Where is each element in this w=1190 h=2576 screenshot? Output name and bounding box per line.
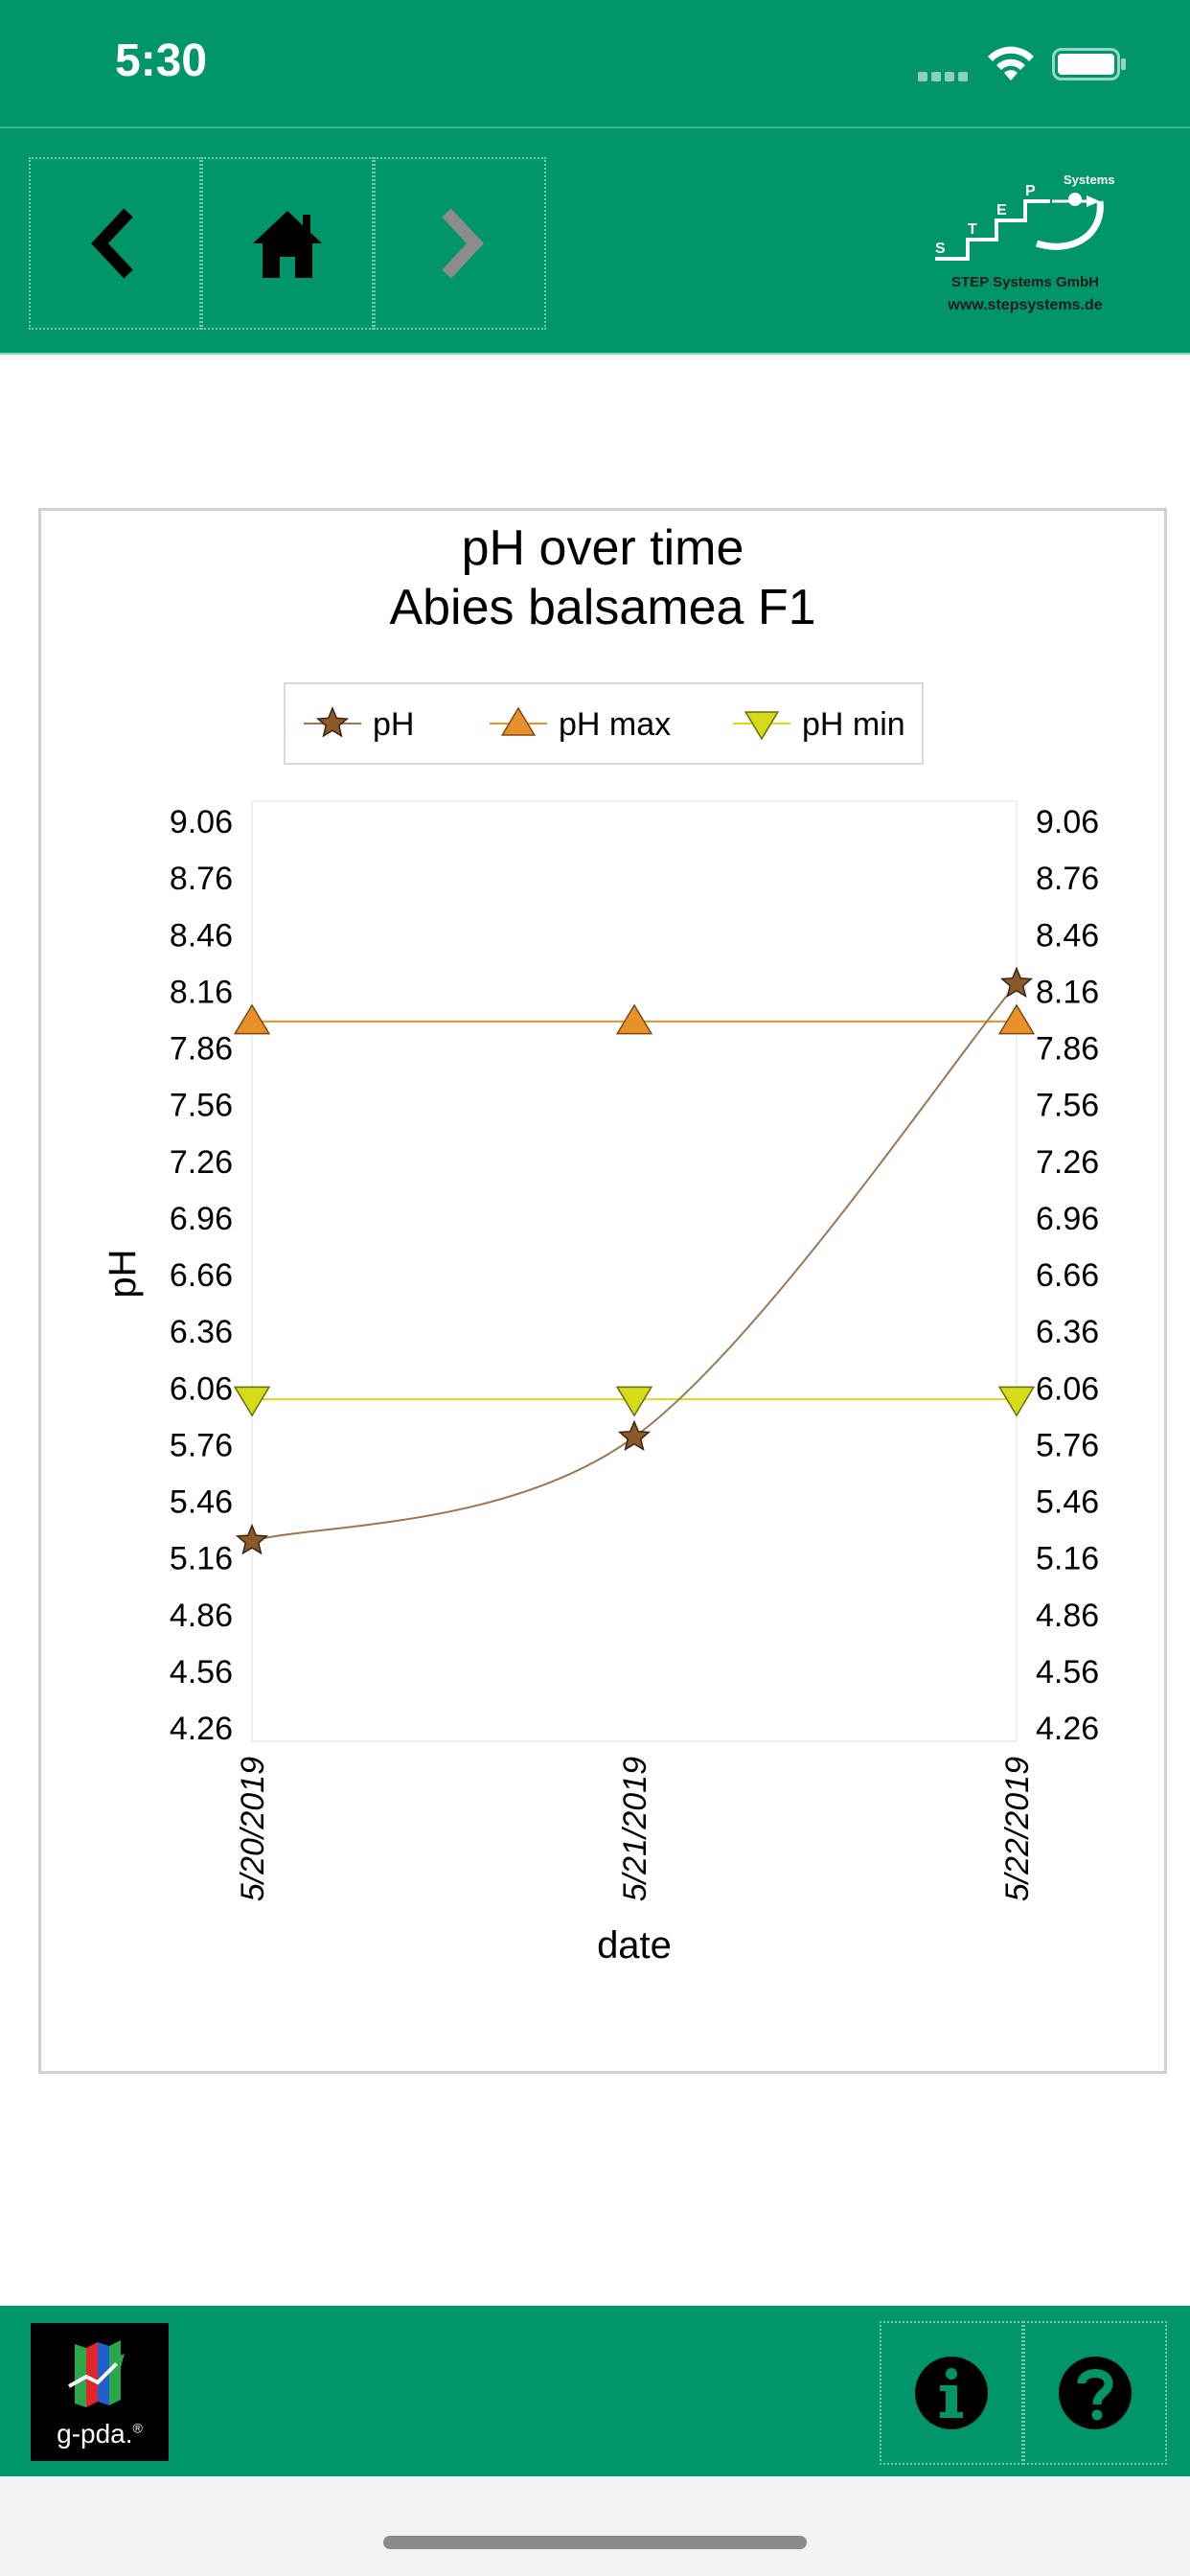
y-tick-label-right: 7.26 bbox=[1036, 1144, 1099, 1181]
data-point-ph-min bbox=[233, 1386, 271, 1417]
status-bar: 5:30 bbox=[0, 0, 1190, 126]
data-point-ph-min bbox=[997, 1386, 1036, 1417]
x-axis-label: date bbox=[597, 1924, 672, 1966]
step-logo-graphic: S T E P Systems bbox=[935, 172, 1114, 261]
legend-marker bbox=[500, 706, 537, 736]
y-tick-label-right: 4.86 bbox=[1036, 1598, 1099, 1634]
chart-subtitle: Abies balsamea F1 bbox=[389, 580, 815, 635]
logo-company-name: STEP Systems GmbH bbox=[951, 274, 1099, 290]
y-tick-label-left: 5.16 bbox=[170, 1541, 233, 1577]
svg-text:E: E bbox=[996, 202, 1007, 218]
y-tick-label-left: 4.56 bbox=[170, 1654, 233, 1690]
x-tick-label: 5/22/2019 bbox=[999, 1757, 1036, 1901]
chart-legend: pH pH max pH min bbox=[284, 682, 924, 765]
y-tick-label-left: 7.56 bbox=[170, 1088, 233, 1124]
chevron-right-icon bbox=[442, 208, 484, 279]
gpda-app-logo[interactable]: g-pda.® bbox=[31, 2323, 169, 2461]
y-tick-label-left: 4.86 bbox=[170, 1598, 233, 1634]
y-tick-label-left: 7.26 bbox=[170, 1144, 233, 1181]
info-icon bbox=[915, 2357, 988, 2429]
y-tick-label-left: 8.16 bbox=[170, 974, 233, 1010]
data-point-ph bbox=[999, 966, 1034, 998]
series-line-ph bbox=[251, 982, 1018, 1542]
y-tick-label-left: 8.76 bbox=[170, 861, 233, 897]
home-indicator-area bbox=[0, 2476, 1190, 2576]
svg-text:T: T bbox=[968, 221, 977, 238]
y-tick-label-right: 9.06 bbox=[1036, 804, 1099, 840]
content-area: pH over time Abies balsamea F1 pH pH max p… bbox=[0, 356, 1190, 2306]
x-tick-label: 5/21/2019 bbox=[617, 1757, 653, 1901]
cellular-signal-icon bbox=[918, 69, 972, 86]
y-tick-label-left: 8.46 bbox=[170, 917, 233, 954]
back-button[interactable] bbox=[29, 157, 201, 330]
data-point-ph bbox=[617, 1419, 652, 1451]
y-tick-label-left: 6.06 bbox=[170, 1370, 233, 1407]
y-tick-label-right: 5.16 bbox=[1036, 1541, 1099, 1577]
y-tick-label-right: 6.06 bbox=[1036, 1370, 1099, 1407]
home-button[interactable] bbox=[201, 157, 374, 330]
y-tick-label-left: 9.06 bbox=[170, 804, 233, 840]
status-time: 5:30 bbox=[115, 35, 208, 86]
y-tick-label-right: 7.86 bbox=[1036, 1031, 1099, 1068]
data-point-ph-min bbox=[615, 1386, 653, 1417]
y-tick-label-left: 5.76 bbox=[170, 1427, 233, 1463]
logo-url: www.stepsystems.de bbox=[948, 297, 1103, 313]
legend-marker bbox=[315, 706, 350, 738]
y-tick-label-right: 4.56 bbox=[1036, 1654, 1099, 1690]
svg-text:Systems: Systems bbox=[1064, 172, 1114, 187]
y-tick-label-right: 6.36 bbox=[1036, 1314, 1099, 1350]
y-tick-label-left: 6.96 bbox=[170, 1201, 233, 1237]
svg-text:P: P bbox=[1025, 183, 1036, 199]
data-point-ph-max bbox=[233, 1003, 271, 1035]
legend-marker bbox=[744, 711, 780, 741]
y-tick-label-right: 7.56 bbox=[1036, 1088, 1099, 1124]
data-point-ph-max bbox=[997, 1003, 1036, 1035]
y-tick-label-left: 4.26 bbox=[170, 1711, 233, 1747]
svg-text:S: S bbox=[935, 241, 946, 257]
legend-label: pH min bbox=[802, 706, 905, 743]
help-button[interactable] bbox=[1023, 2321, 1167, 2465]
y-tick-label-right: 8.46 bbox=[1036, 917, 1099, 954]
step-systems-logo: S T E P Systems STEP Systems GmbH www.st… bbox=[929, 167, 1121, 325]
chevron-left-icon bbox=[91, 208, 133, 279]
y-tick-label-left: 6.66 bbox=[170, 1257, 233, 1294]
footer-bar: g-pda.® bbox=[0, 2306, 1190, 2476]
y-tick-label-right: 6.96 bbox=[1036, 1201, 1099, 1237]
battery-icon bbox=[1052, 48, 1126, 80]
y-axis-label: pH bbox=[102, 1249, 144, 1298]
forward-button[interactable] bbox=[374, 157, 546, 330]
wifi-icon bbox=[988, 46, 1034, 80]
y-tick-label-right: 8.16 bbox=[1036, 974, 1099, 1010]
home-indicator[interactable] bbox=[383, 2536, 807, 2549]
y-tick-label-right: 5.76 bbox=[1036, 1427, 1099, 1463]
y-tick-label-right: 6.66 bbox=[1036, 1257, 1099, 1294]
chart-title: pH over time bbox=[462, 520, 744, 576]
x-tick-label: 5/20/2019 bbox=[235, 1757, 271, 1901]
y-tick-label-right: 4.26 bbox=[1036, 1711, 1099, 1747]
data-point-ph-max bbox=[615, 1003, 653, 1035]
plot-area bbox=[251, 800, 1018, 1742]
y-tick-label-left: 7.86 bbox=[170, 1031, 233, 1068]
home-icon bbox=[253, 211, 322, 278]
y-tick-label-right: 5.46 bbox=[1036, 1484, 1099, 1521]
y-tick-label-left: 6.36 bbox=[170, 1314, 233, 1350]
info-button[interactable] bbox=[880, 2321, 1023, 2465]
legend-label: pH max bbox=[559, 706, 671, 743]
navigation-bar: S T E P Systems STEP Systems GmbH www.st… bbox=[0, 126, 1190, 355]
legend-label: pH bbox=[373, 706, 414, 743]
y-tick-label-right: 8.76 bbox=[1036, 861, 1099, 897]
ph-chart: pH over time Abies balsamea F1 pH pH max p… bbox=[102, 520, 1099, 1966]
data-point-ph bbox=[235, 1523, 269, 1555]
chart-frame: pH over time Abies balsamea F1 pH pH max p… bbox=[38, 508, 1167, 2074]
gpda-logo-graphic bbox=[68, 2340, 125, 2407]
help-icon bbox=[1059, 2357, 1132, 2429]
y-tick-label-left: 5.46 bbox=[170, 1484, 233, 1521]
gpda-logo-text: g-pda.® bbox=[57, 2419, 143, 2449]
